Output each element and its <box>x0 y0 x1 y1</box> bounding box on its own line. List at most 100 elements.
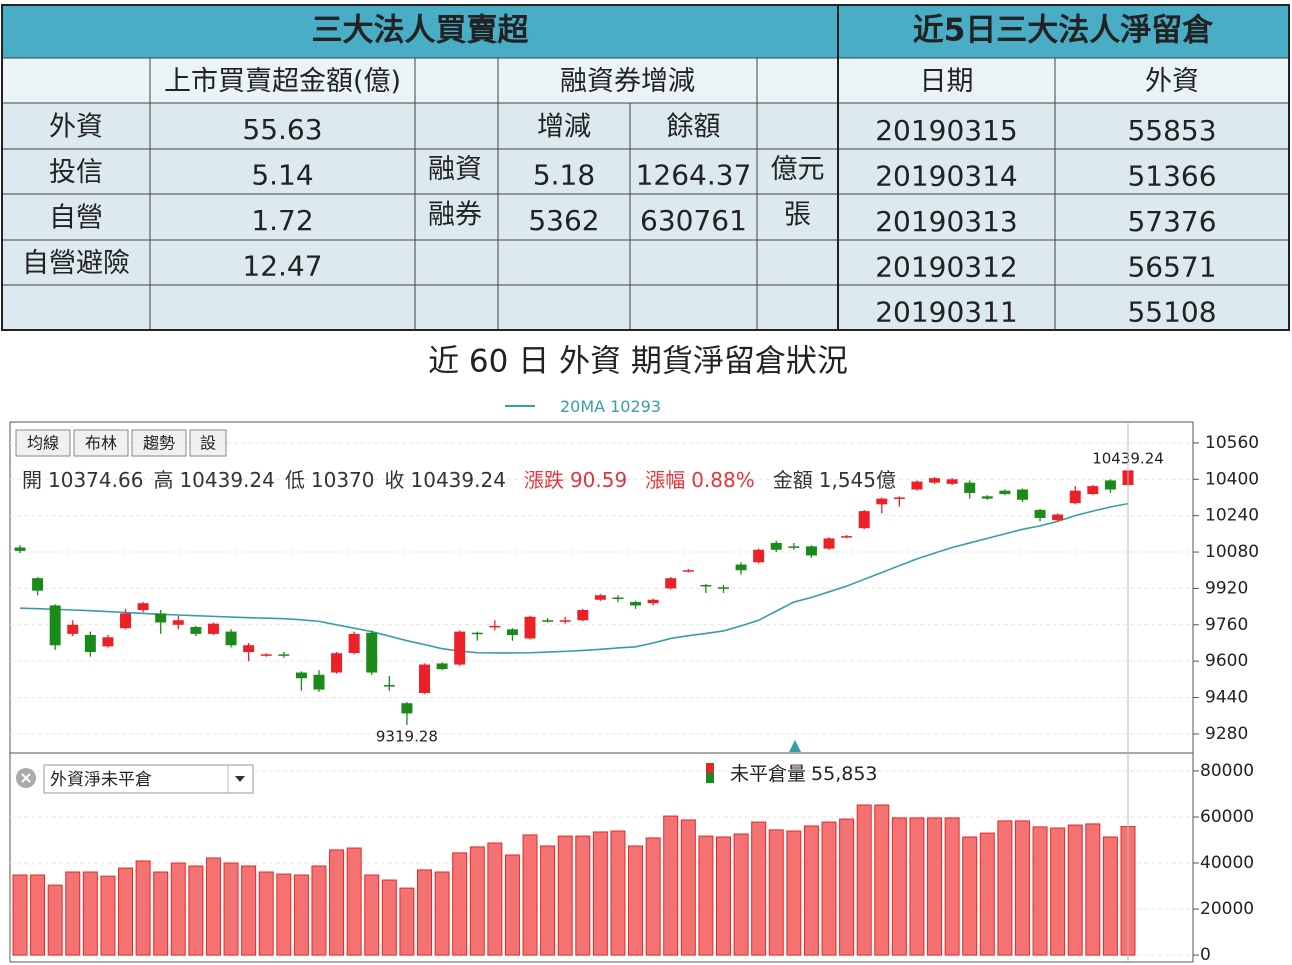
unit-label: 張 <box>784 200 811 231</box>
candle-body <box>735 564 747 571</box>
button-label[interactable]: 趨勢 <box>143 434 175 453</box>
bar <box>153 871 169 956</box>
table-cell <box>149 102 416 150</box>
row-label: 融資 <box>428 154 482 185</box>
candle-body <box>1104 480 1116 490</box>
quote-value: 10370 <box>311 468 375 492</box>
quote-label: 金額 <box>773 468 813 492</box>
bar <box>751 821 767 956</box>
cell-value: 5.14 <box>251 159 313 192</box>
candle-body <box>700 584 712 587</box>
candle-body <box>401 703 413 714</box>
bar <box>82 871 98 956</box>
marker-triangle <box>789 740 801 752</box>
table-cell <box>1054 193 1290 241</box>
button-label[interactable]: 布林 <box>85 434 117 453</box>
quote-value: 90.59 <box>570 468 627 492</box>
low-annotation: 9319.28 <box>376 728 438 746</box>
table-cell <box>497 239 631 286</box>
candle-body <box>594 595 606 600</box>
table-cell <box>497 284 631 331</box>
cell-date: 20190314 <box>875 160 1018 193</box>
toolbar-button[interactable] <box>189 429 227 457</box>
bar <box>65 871 81 956</box>
dropdown[interactable] <box>43 764 254 794</box>
candle-body <box>366 632 378 673</box>
unit-label: 億元 <box>771 154 825 185</box>
candle-body <box>1034 509 1046 518</box>
candle-body <box>102 637 114 647</box>
bar <box>223 862 239 956</box>
y-tick-label: 40000 <box>1200 853 1254 873</box>
legend-text: 未平倉量 55,853 <box>730 763 878 785</box>
dropdown-text[interactable]: 外資淨未平倉 <box>50 770 152 790</box>
column-header: 融資券增減 <box>560 66 695 97</box>
table-cell <box>149 193 416 241</box>
candle-body <box>331 653 343 673</box>
toolbar-button[interactable] <box>15 429 71 457</box>
table-cell <box>497 57 758 104</box>
candle-body <box>32 578 44 591</box>
candle-body <box>243 645 255 653</box>
candle-body <box>1052 514 1064 521</box>
bar <box>962 836 978 956</box>
table-cell <box>414 102 499 150</box>
bar <box>592 831 608 956</box>
bar <box>715 836 731 956</box>
candle-body <box>770 542 782 550</box>
candle-body <box>155 613 167 623</box>
quote-label: 高 <box>153 468 173 492</box>
bar <box>680 819 696 956</box>
quote-label: 低 <box>285 468 305 492</box>
table-title: 近5日三大法人淨留倉 <box>913 13 1215 49</box>
candle-body <box>454 631 466 665</box>
candle-body <box>981 496 993 499</box>
plot-frame <box>9 421 1194 963</box>
cell-value: 1264.37 <box>636 159 752 192</box>
candle-body <box>999 490 1011 495</box>
toolbar-button[interactable] <box>131 429 187 457</box>
quote-label: 漲幅 <box>645 468 685 492</box>
table-cell <box>629 148 758 195</box>
bar <box>170 862 186 956</box>
bar <box>434 871 450 956</box>
bar <box>557 835 573 956</box>
bar <box>839 818 855 956</box>
bar <box>891 817 907 956</box>
y-tick-label: 20000 <box>1200 899 1254 919</box>
table-cell <box>837 57 1056 104</box>
table-cell <box>629 284 758 331</box>
table-cell <box>756 284 839 331</box>
candle-body <box>876 498 888 505</box>
candle-body <box>911 481 923 490</box>
bar <box>346 847 362 956</box>
button-label[interactable]: 設 <box>200 434 216 453</box>
table-cell <box>629 193 758 241</box>
y-tick-label: 10400 <box>1205 469 1259 489</box>
table-cell <box>1 4 839 59</box>
bar <box>628 845 644 956</box>
bar <box>329 849 345 956</box>
legend-icon <box>706 773 714 783</box>
table-cell <box>756 102 839 150</box>
candle-body <box>49 605 61 646</box>
bar <box>364 874 380 956</box>
table-cell <box>1 57 151 104</box>
cell-value: 5362 <box>528 204 599 237</box>
quote-label: 收 <box>385 468 405 492</box>
candle-body <box>295 672 307 679</box>
candle-body <box>893 497 905 499</box>
button-label[interactable]: 均線 <box>27 434 59 453</box>
toolbar-button[interactable] <box>73 429 129 457</box>
bar <box>733 833 749 956</box>
table-cell <box>1054 148 1290 195</box>
bar <box>504 854 520 956</box>
bar <box>12 874 28 956</box>
row-label: 投信 <box>49 157 103 188</box>
candle-body <box>858 511 870 529</box>
bar <box>452 852 468 956</box>
bar <box>311 865 327 956</box>
bar <box>417 869 433 956</box>
candle-body <box>823 538 835 549</box>
y-tick-label: 0 <box>1200 945 1211 965</box>
